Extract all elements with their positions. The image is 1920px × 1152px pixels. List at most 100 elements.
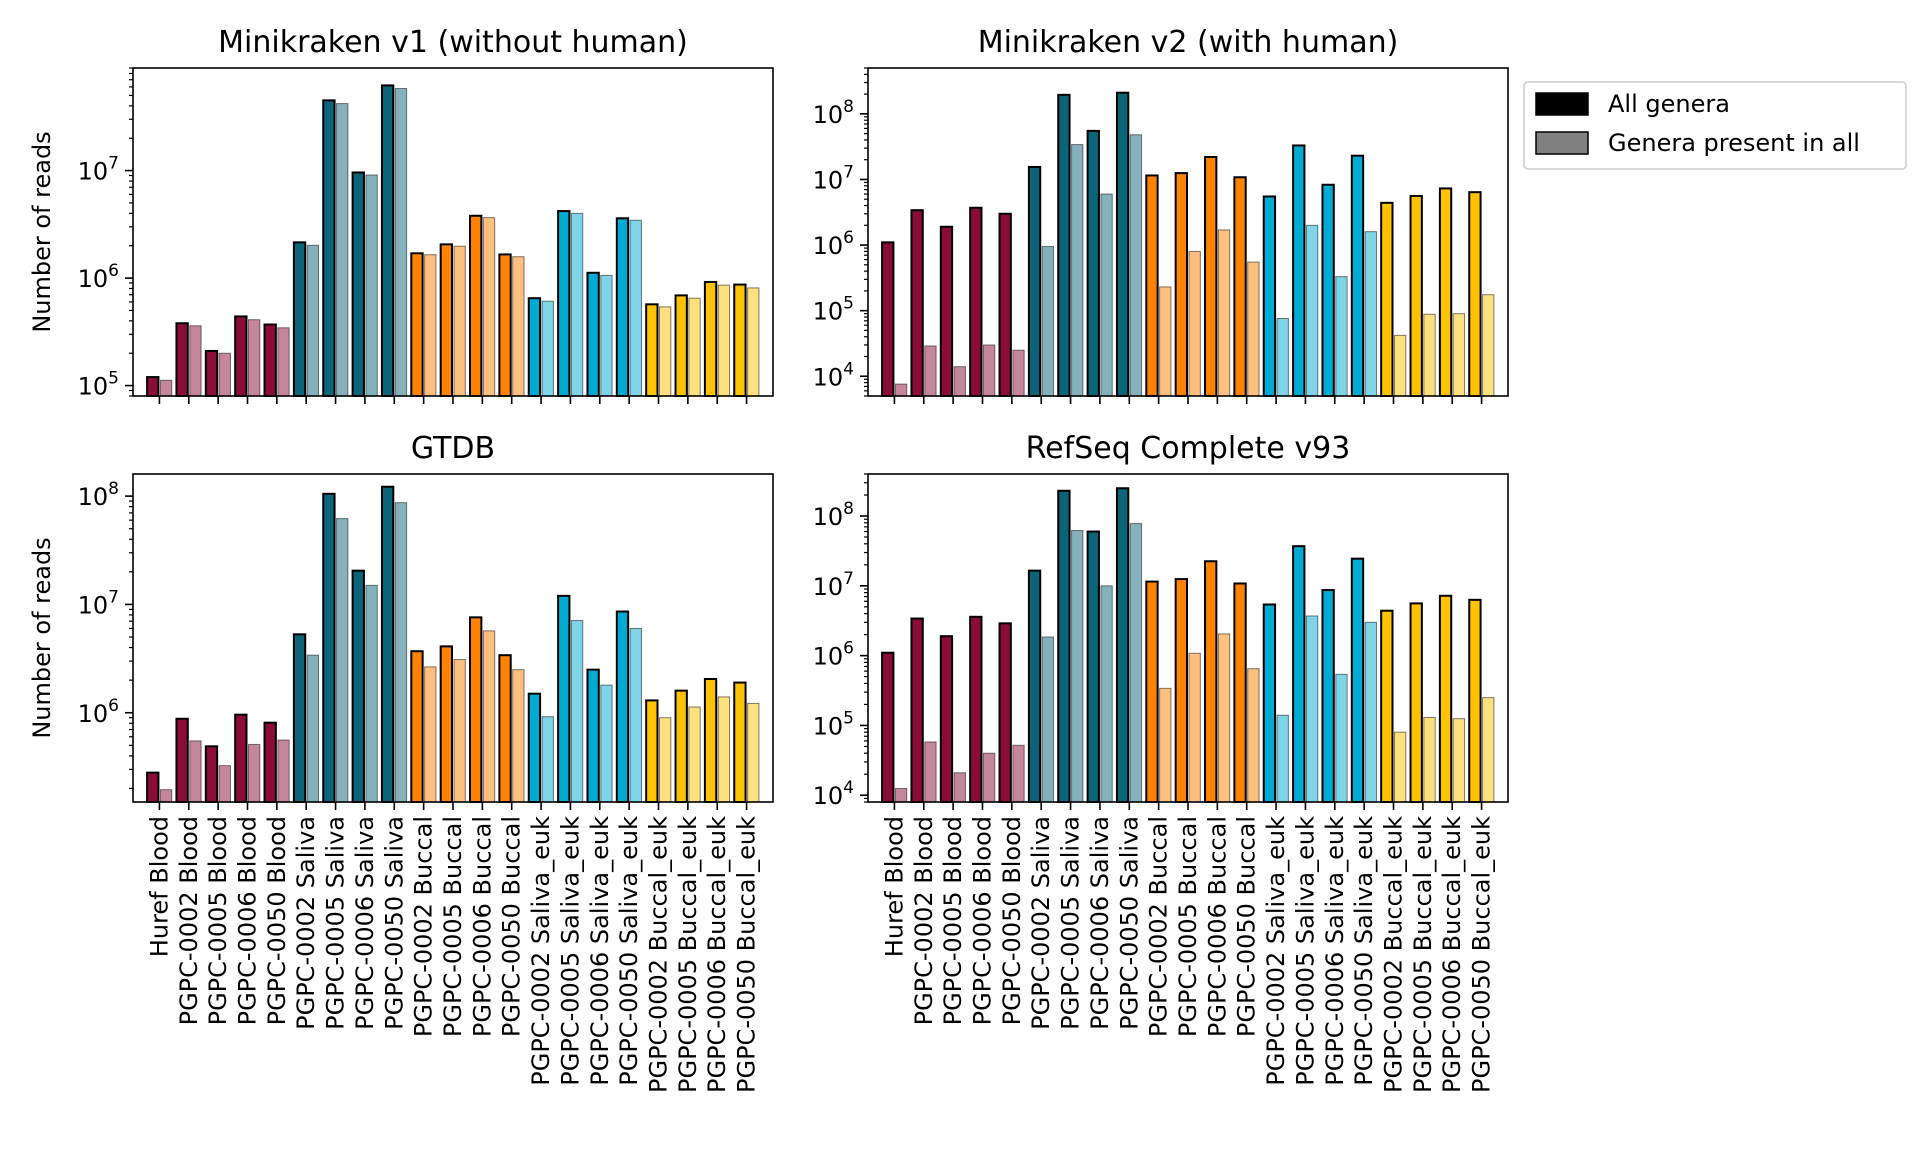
bar-genera-present-8	[365, 584, 378, 803]
x-tick-label: PGPC-0005 Buccal	[1174, 816, 1202, 1037]
bar-genera-present-20	[1452, 718, 1466, 803]
x-tick-label: PGPC-0050 Saliva	[380, 816, 408, 1030]
bar-all-genera-2	[910, 617, 924, 803]
bar-genera-present-10	[424, 254, 437, 397]
bar-all-genera-17	[615, 217, 630, 397]
bar-all-genera-5	[998, 212, 1012, 397]
x-tick-label: PGPC-0002 Buccal	[410, 816, 438, 1037]
bar-genera-present-21	[747, 702, 760, 803]
bar-all-genera-16	[1321, 183, 1335, 397]
bar-all-genera-1	[146, 771, 160, 803]
bar-all-genera-6	[292, 241, 307, 397]
bar-all-genera-10	[410, 650, 424, 803]
legend-swatch-genera-present	[1535, 131, 1589, 155]
bar-genera-present-14	[541, 300, 554, 397]
bar-genera-present-8	[1100, 193, 1113, 397]
bar-genera-present-21	[1482, 697, 1495, 803]
x-tick-label: PGPC-0006 Buccal_euk	[1438, 816, 1466, 1093]
bar-all-genera-11	[1174, 578, 1188, 804]
bar-all-genera-20	[703, 677, 718, 804]
bar-all-genera-16	[1321, 589, 1335, 804]
bar-all-genera-8	[351, 171, 365, 397]
x-tick-label: PGPC-0050 Buccal_euk	[1468, 816, 1496, 1093]
bar-all-genera-18	[1380, 609, 1394, 804]
bar-genera-present-6	[1041, 246, 1055, 397]
x-tick-label: PGPC-0050 Buccal	[1233, 816, 1261, 1037]
bar-all-genera-11	[1174, 172, 1188, 397]
bar-all-genera-4	[234, 713, 248, 803]
y-tick-label: 106	[78, 261, 119, 293]
bar-all-genera-19	[674, 689, 688, 803]
bar-all-genera-15	[1292, 545, 1306, 803]
y-tick-label: 108	[813, 97, 854, 129]
bar-genera-present-16	[1335, 276, 1348, 397]
bar-genera-present-20	[717, 696, 731, 803]
bar-all-genera-14	[1262, 603, 1277, 804]
x-tick-label: Huref Blood	[880, 816, 908, 957]
legend-label-genera-present: Genera present in all	[1608, 129, 1860, 157]
bar-all-genera-16	[586, 271, 600, 398]
bar-genera-present-9	[1129, 523, 1143, 803]
bar-genera-present-12	[482, 630, 496, 803]
legend-swatch-all-genera	[1535, 92, 1589, 116]
bar-genera-present-5	[277, 739, 290, 803]
bar-genera-present-8	[365, 174, 378, 397]
x-tick-label: PGPC-0006 Saliva_euk	[1321, 816, 1349, 1086]
x-tick-label: PGPC-0006 Blood	[968, 816, 996, 1025]
x-tick-label: PGPC-0005 Saliva	[322, 816, 350, 1030]
bar-all-genera-20	[1438, 187, 1453, 397]
bar-all-genera-21	[733, 681, 747, 803]
bar-all-genera-6	[292, 633, 307, 804]
bar-genera-present-5	[1012, 349, 1025, 397]
y-tick-label: 108	[78, 479, 119, 511]
bar-all-genera-21	[733, 283, 747, 397]
y-axis-label: Number of reads	[28, 131, 56, 332]
chart-panel-4: 104 105 106 107 108 RefSeq Complete v93 Huref …	[813, 431, 1509, 1093]
bar-all-genera-18	[645, 699, 659, 803]
bar-all-genera-14	[527, 692, 542, 804]
bar-genera-present-18	[1394, 334, 1407, 397]
x-tick-label: PGPC-0002 Saliva	[1027, 816, 1055, 1030]
bar-genera-present-6	[306, 654, 320, 803]
bar-all-genera-15	[1292, 144, 1306, 397]
bar-genera-present-20	[1452, 313, 1466, 397]
bar-all-genera-8	[1086, 530, 1100, 803]
bar-genera-present-12	[482, 217, 496, 397]
x-tick-label: PGPC-0006 Buccal_euk	[703, 816, 731, 1093]
bar-genera-present-9	[394, 88, 408, 397]
bar-genera-present-13	[512, 256, 525, 397]
bar-all-genera-17	[615, 610, 630, 803]
bar-all-genera-3	[204, 745, 219, 804]
bar-genera-present-13	[512, 669, 525, 803]
bar-all-genera-13	[1233, 582, 1247, 803]
bar-genera-present-5	[277, 327, 290, 397]
bar-all-genera-1	[881, 651, 895, 804]
bar-all-genera-2	[910, 209, 924, 397]
bar-genera-present-11	[1188, 652, 1201, 803]
y-tick-label: 107	[78, 587, 119, 619]
x-tick-label: PGPC-0002 Buccal	[1145, 816, 1173, 1037]
x-tick-label: PGPC-0005 Blood	[204, 816, 232, 1025]
bar-genera-present-18	[1394, 731, 1407, 803]
bar-genera-present-19	[688, 706, 701, 803]
y-tick-label: 104	[813, 359, 854, 391]
bar-genera-present-3	[218, 765, 231, 803]
x-tick-label: PGPC-0050 Blood	[263, 816, 291, 1025]
bar-all-genera-3	[939, 225, 954, 397]
bar-genera-present-12	[1217, 633, 1231, 803]
bar-genera-present-4	[247, 743, 261, 803]
bar-all-genera-14	[527, 297, 542, 398]
bar-genera-present-15	[1305, 224, 1319, 397]
bar-genera-present-10	[1159, 687, 1172, 803]
bar-genera-present-13	[1247, 261, 1260, 397]
bar-all-genera-1	[146, 376, 160, 398]
bar-genera-present-17	[629, 219, 642, 397]
legend: All genera Genera present in all	[1523, 81, 1907, 170]
y-tick-label: 106	[78, 696, 119, 728]
bar-genera-present-11	[453, 659, 466, 803]
bar-all-genera-4	[234, 315, 248, 397]
bar-all-genera-3	[204, 349, 219, 398]
bar-genera-present-14	[541, 716, 554, 803]
